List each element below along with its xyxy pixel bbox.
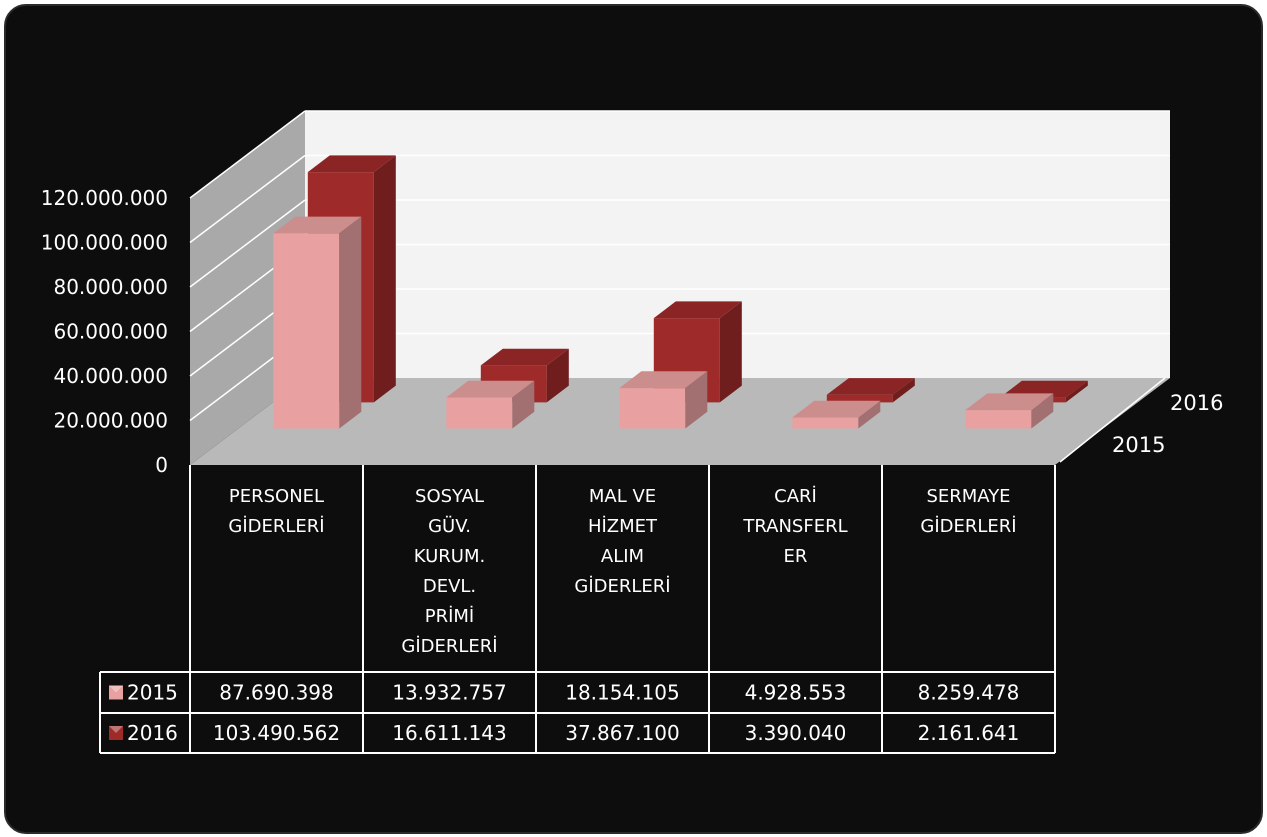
bar-side — [339, 216, 362, 429]
depth-label-2015: 2015 — [1112, 433, 1165, 457]
bar-front — [273, 233, 340, 429]
bar-side — [858, 400, 881, 429]
bar-front — [619, 388, 686, 429]
bar-side — [685, 371, 708, 429]
bar-side — [892, 378, 915, 403]
table-cell-value: 87.690.398 — [219, 681, 334, 705]
bar-2015-1 — [446, 380, 535, 429]
category-label: ER — [784, 546, 808, 567]
y-tick-label: 120.000.000 — [41, 186, 168, 210]
bar-side — [1031, 393, 1054, 429]
category-label: GİDERLERİ — [920, 516, 1016, 537]
category-label: PRİMİ — [425, 606, 475, 627]
bar-side — [1065, 380, 1088, 403]
depth-axis — [1059, 377, 1166, 463]
legend-key-highlight — [109, 726, 123, 733]
legend-label-2015: 2015 — [127, 681, 178, 705]
y-tick-label: 0 — [155, 453, 168, 477]
bar-front — [792, 417, 859, 429]
table-cell-value: 2.161.641 — [918, 721, 1020, 745]
category-label: TRANSFERL — [742, 516, 847, 537]
bar-top — [653, 301, 742, 319]
bar-top — [480, 348, 569, 366]
table-cell-value: 18.154.105 — [565, 681, 680, 705]
bar-2015-2 — [619, 371, 708, 429]
y-tick-label: 60.000.000 — [53, 320, 168, 344]
bar-top — [826, 378, 915, 395]
bar-2015-0 — [273, 216, 362, 429]
category-label: MAL VE — [589, 486, 656, 507]
legend-label-2016: 2016 — [127, 721, 178, 745]
table-cell-value: 37.867.100 — [565, 721, 680, 745]
category-label: ALIM — [601, 546, 644, 567]
bar-2015-4 — [965, 393, 1054, 429]
bar-top — [792, 400, 881, 418]
legend-key-highlight — [109, 685, 123, 693]
category-label: GİDERLERİ — [401, 636, 497, 657]
category-label: DEVL. — [423, 576, 476, 597]
gridline-side — [189, 110, 306, 199]
category-label: HİZMET — [588, 516, 658, 537]
bar-front — [965, 410, 1032, 429]
category-label: CARİ — [774, 486, 817, 507]
bar-top — [965, 393, 1054, 411]
category-label: GİDERLERİ — [574, 576, 670, 597]
bar-top — [307, 155, 396, 173]
category-label: GİDERLERİ — [228, 516, 324, 537]
gridline-side — [189, 199, 306, 288]
bar-side — [512, 380, 535, 429]
bar-side — [373, 155, 396, 403]
y-tick-label: 40.000.000 — [53, 364, 168, 388]
category-label: SERMAYE — [926, 486, 1010, 507]
y-tick-label: 80.000.000 — [53, 275, 168, 299]
bar-side — [546, 348, 569, 403]
table-cell-value: 4.928.553 — [745, 681, 847, 705]
category-label: PERSONEL — [229, 486, 324, 507]
table-cell-value: 8.259.478 — [918, 681, 1020, 705]
category-label: SOSYAL — [415, 486, 484, 507]
bar-top — [273, 216, 362, 234]
bar-front — [826, 394, 893, 403]
gridline-side — [189, 154, 306, 244]
y-tick-label: 100.000.000 — [41, 231, 168, 255]
bar-side — [719, 301, 742, 403]
y-tick-label: 20.000.000 — [53, 409, 168, 433]
depth-label-2016: 2016 — [1170, 391, 1223, 415]
table-cell-value: 103.490.562 — [213, 721, 340, 745]
table-cell-value: 3.390.040 — [745, 721, 847, 745]
table-cell-value: 16.611.143 — [392, 721, 507, 745]
category-label: GÜV. — [428, 515, 471, 537]
table-cell-value: 13.932.757 — [392, 681, 507, 705]
bar-top — [446, 380, 535, 398]
bar-top — [619, 371, 708, 389]
bar-2016-3 — [826, 378, 915, 403]
category-label: KURUM. — [414, 546, 485, 567]
bar-front — [446, 397, 513, 429]
bar-2015-3 — [792, 400, 881, 429]
